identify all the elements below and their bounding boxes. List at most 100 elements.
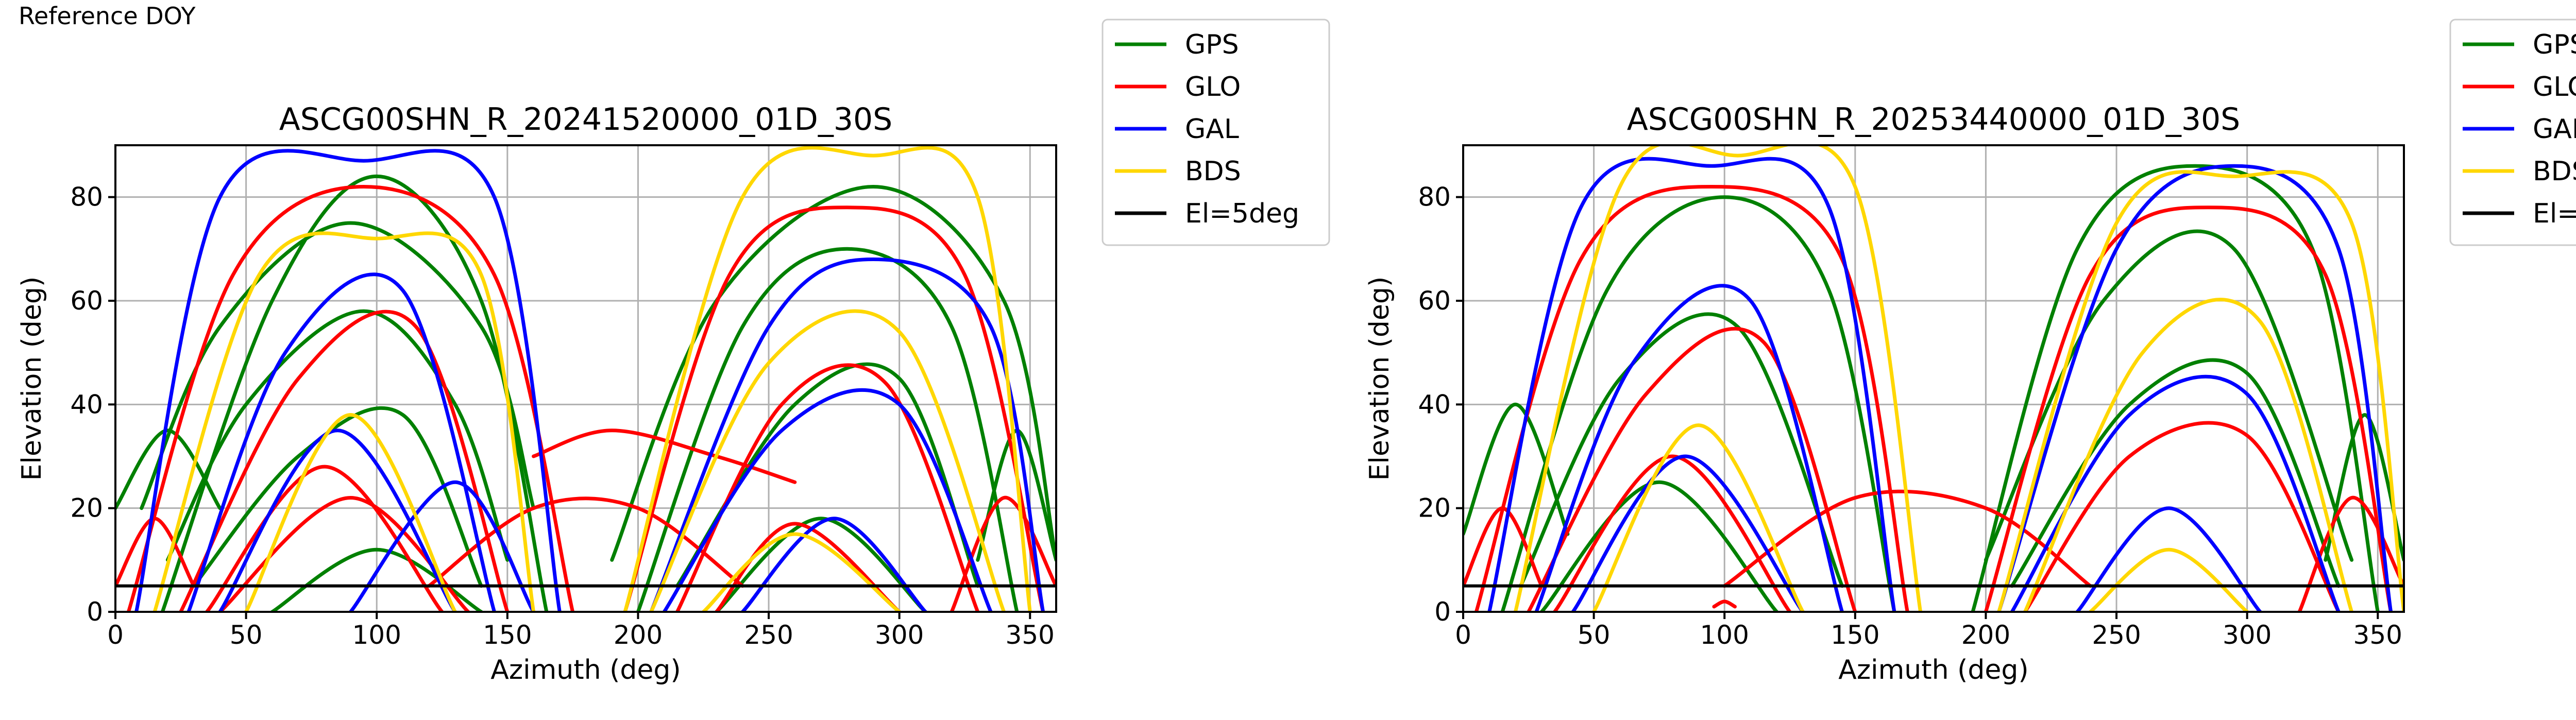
chart-panel-2024: 0 50 100 150 200 250 300 350 0 20 40 60 80 ASCG00SHN_… [16,19,1330,685]
legend: GPS GLO GAL BDS El=5deg [1101,19,1330,246]
legend-label: BDS [1185,156,1241,187]
x-tick-label: 300 [875,620,924,650]
legend-label: GAL [1185,114,1239,145]
x-tick-label: 100 [1700,620,1749,650]
x-tick-label: 0 [1455,620,1471,650]
track-gps [165,309,510,562]
y-tick-label: 40 [1418,389,1451,419]
track-bds [152,231,536,612]
legend-label: GLO [2533,72,2576,102]
x-tick-label: 350 [1006,620,1055,650]
track-gal [662,388,993,612]
track-bds [1997,170,2404,612]
y-tick-label: 0 [1434,597,1451,627]
chart-title: ASCG00SHN_R_20241520000_01D_30S [279,101,893,138]
y-tick-label: 20 [1418,493,1451,523]
track-bds [2023,298,2354,612]
y-tick-label: 60 [70,286,103,316]
y-tick-label: 0 [87,597,103,627]
x-axis-label: Azimuth (deg) [490,655,681,685]
track-gal [1997,164,2393,612]
track-gps [2010,358,2341,588]
x-tick-label: 200 [1961,620,2010,650]
y-tick-label: 80 [70,182,103,212]
plot-area [1463,145,2404,612]
track-glo [179,310,510,612]
x-tick-label: 300 [2223,620,2272,650]
track-gal [740,517,927,612]
legend-label: El=5deg [1185,198,1299,229]
x-tick-label: 150 [1831,620,1879,650]
x-tick-label: 200 [614,620,663,650]
x-axis-label: Azimuth (deg) [1838,655,2028,685]
track-glo [1463,506,1544,588]
legend-label: El=5deg [2533,198,2576,229]
legend: GPS GLO GAL BDS El=5deg [2449,19,2576,246]
legend-box [2449,19,2576,246]
track-glo [205,465,444,612]
page-header-text: Reference DOY [19,2,196,30]
legend-label: GPS [1185,29,1239,60]
track-bds [1592,423,1805,612]
track-glo [2297,495,2404,612]
x-tick-label: 250 [744,620,793,650]
track-gal [134,149,562,612]
track-gal [2010,374,2341,612]
track-gps [1463,402,1570,536]
track-gal [1571,454,1805,612]
track-glo [1712,599,1737,609]
track-bds [649,309,1006,612]
track-glo [115,517,196,588]
track-gal [649,257,1045,612]
track-gal [349,480,536,612]
y-axis-label: Elevation (deg) [1364,277,1395,481]
track-gps [610,184,1056,562]
track-gps [270,547,483,612]
track-glo [2023,421,2341,612]
chart-panel-2025: 0 50 100 150 200 250 300 350 0 20 40 60 80 ASCG00SHN_… [1364,19,2576,685]
track-glo [950,495,1056,612]
x-tick-label: 0 [107,620,124,650]
y-tick-label: 20 [70,493,103,523]
satellite-tracks [115,146,1056,612]
track-glo [532,428,797,484]
x-tick-label: 50 [1578,620,1611,650]
legend-box [1101,19,1330,246]
track-gal [187,272,496,612]
track-bds [623,146,1032,612]
legend-label: GAL [2533,114,2576,145]
x-tick-label: 250 [2092,620,2141,650]
x-tick-label: 150 [483,620,532,650]
track-bds [244,413,457,612]
track-gps [1539,480,1779,612]
track-gps [636,247,1019,612]
x-tick-label: 50 [230,620,263,650]
legend-label: GLO [1185,72,1241,102]
track-gal [218,428,457,612]
track-gps [1519,312,1844,588]
plot-frame [1462,144,2405,613]
x-tick-label: 350 [2353,620,2402,650]
y-axis-label: Elevation (deg) [16,277,47,481]
track-bds [1513,145,1923,612]
legend-label: BDS [2533,156,2576,187]
track-gal [1534,284,1844,612]
chart-title: ASCG00SHN_R_20253440000_01D_30S [1627,101,2241,138]
x-tick-label: 100 [352,620,401,650]
track-gps [115,428,222,510]
y-tick-label: 80 [1418,182,1451,212]
track-glo [1527,327,1857,612]
track-glo [1553,454,1792,612]
track-glo [1984,205,2393,612]
track-glo [623,205,1045,612]
plot-frame [114,144,1057,613]
satellite-tracks [1463,145,2404,612]
track-gal [1487,157,1896,612]
track-bds [2088,547,2249,612]
track-gal [2075,506,2262,612]
legend-label: GPS [2533,29,2576,60]
track-gps [1971,164,2380,612]
y-tick-label: 60 [1418,286,1451,316]
y-tick-label: 40 [70,389,103,419]
